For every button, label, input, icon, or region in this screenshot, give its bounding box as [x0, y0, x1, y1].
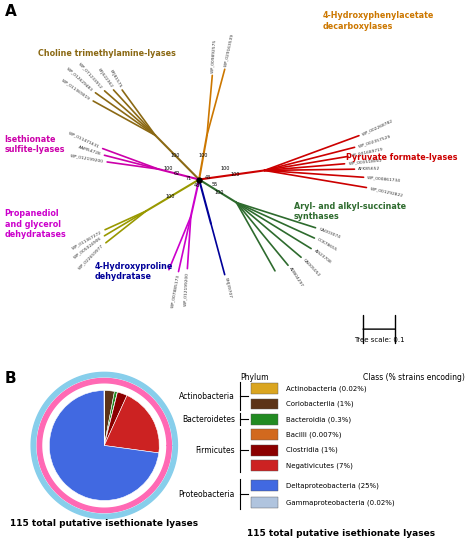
Text: CAO03074: CAO03074	[319, 227, 341, 239]
Text: Aryl- and alkyl-succinate
synthases: Aryl- and alkyl-succinate synthases	[294, 202, 406, 221]
Text: WP_012629483: WP_012629483	[66, 67, 94, 92]
Text: Actinobacteria: Actinobacteria	[179, 392, 235, 401]
Text: WP_029163539: WP_029163539	[224, 32, 235, 67]
Text: WP_001292822: WP_001292822	[370, 186, 404, 197]
Text: 100: 100	[170, 153, 180, 158]
Text: EFJ622362: EFJ622362	[96, 68, 113, 89]
Text: Phylum: Phylum	[240, 373, 269, 382]
Text: 100: 100	[215, 190, 224, 195]
Text: WP_003518002: WP_003518002	[348, 158, 383, 166]
Text: WP_011369019: WP_011369019	[61, 78, 91, 101]
Text: 100: 100	[199, 152, 208, 158]
Text: WP_009892575: WP_009892575	[210, 38, 217, 73]
Text: Gammaproteobacteria (0.02%): Gammaproteobacteria (0.02%)	[285, 499, 394, 506]
Text: A: A	[5, 4, 17, 19]
Text: 48: 48	[193, 183, 200, 188]
Text: AIS23708: AIS23708	[313, 249, 332, 265]
Text: Tree scale: 0.1: Tree scale: 0.1	[354, 337, 404, 343]
Text: WP_007885173: WP_007885173	[170, 274, 180, 309]
Text: 100: 100	[230, 172, 240, 177]
Text: Propanediol
and glycerol
dehydratases: Propanediol and glycerol dehydratases	[5, 210, 66, 239]
Text: 100: 100	[164, 166, 173, 171]
Polygon shape	[37, 378, 172, 513]
Text: 4-Hydroxyphenylacetate
decarboxylases: 4-Hydroxyphenylacetate decarboxylases	[322, 11, 434, 31]
Text: WP_002268782: WP_002268782	[362, 118, 394, 136]
Text: 115 total putative isethionate lyases: 115 total putative isethionate lyases	[247, 529, 435, 538]
Text: 4-Hydroxyproline
dehydratase: 4-Hydroxyproline dehydratase	[95, 262, 173, 281]
Text: 62: 62	[173, 171, 180, 177]
Text: EHJ39707: EHJ39707	[224, 277, 232, 299]
Text: 55: 55	[211, 182, 218, 186]
Text: WP_000861734: WP_000861734	[367, 175, 401, 183]
Text: Actinobacteria (0.02%): Actinobacteria (0.02%)	[285, 385, 366, 392]
Text: WP_002357529: WP_002357529	[357, 134, 392, 149]
Text: 43: 43	[204, 175, 211, 180]
Text: CCK78655: CCK78655	[317, 238, 338, 252]
Text: 100: 100	[220, 166, 230, 171]
Polygon shape	[31, 372, 177, 519]
Text: WP_022659977: WP_022659977	[78, 244, 105, 271]
Wedge shape	[104, 392, 127, 446]
Wedge shape	[104, 392, 118, 446]
Text: Bacilli (0.007%): Bacilli (0.007%)	[285, 431, 341, 438]
Wedge shape	[104, 395, 159, 453]
Text: WP_071233912: WP_071233912	[78, 62, 103, 90]
Text: 71: 71	[185, 176, 192, 182]
Text: Firmicutes: Firmicutes	[195, 446, 235, 455]
Text: Bacteroidia (0.3%): Bacteroidia (0.3%)	[285, 416, 351, 422]
Text: 115 total putative isethionate lyases: 115 total putative isethionate lyases	[10, 519, 198, 528]
Text: Class (% strains encoding): Class (% strains encoding)	[363, 373, 465, 382]
Text: B: B	[5, 371, 17, 386]
Text: Pyruvate formate-lyases: Pyruvate formate-lyases	[346, 153, 457, 162]
FancyBboxPatch shape	[251, 460, 278, 471]
Wedge shape	[49, 390, 159, 501]
Text: Choline trimethylamine-lyases: Choline trimethylamine-lyases	[38, 48, 176, 58]
Text: 100: 100	[165, 194, 174, 199]
FancyBboxPatch shape	[251, 399, 278, 409]
Wedge shape	[104, 392, 118, 446]
FancyBboxPatch shape	[251, 480, 278, 491]
FancyBboxPatch shape	[251, 445, 278, 455]
FancyBboxPatch shape	[251, 497, 278, 508]
Text: XP_001689719: XP_001689719	[351, 147, 384, 158]
Text: WP_012199200: WP_012199200	[70, 153, 104, 163]
Text: WP_011471631: WP_011471631	[68, 131, 100, 149]
Text: Clostridia (1%): Clostridia (1%)	[285, 447, 337, 453]
FancyBboxPatch shape	[251, 414, 278, 425]
Text: ADB04297: ADB04297	[289, 267, 304, 288]
FancyBboxPatch shape	[251, 383, 278, 394]
Text: WP_005024906: WP_005024906	[73, 236, 102, 260]
Text: CAO05052: CAO05052	[302, 258, 321, 278]
Wedge shape	[104, 390, 115, 446]
Text: WP_012199200: WP_012199200	[183, 272, 189, 306]
Text: Bacteroidetes: Bacteroidetes	[182, 415, 235, 424]
Text: AFK85652: AFK85652	[358, 167, 381, 171]
Text: Deltaproteobacteria (25%): Deltaproteobacteria (25%)	[285, 482, 378, 489]
Text: Negativicutes (7%): Negativicutes (7%)	[285, 462, 352, 469]
Text: Coriobacteriia (1%): Coriobacteriia (1%)	[285, 400, 353, 407]
Text: Proteobacteria: Proteobacteria	[179, 490, 235, 498]
Text: EFJ81575: EFJ81575	[108, 69, 122, 89]
Text: WP_011367272: WP_011367272	[71, 229, 103, 250]
FancyBboxPatch shape	[251, 430, 278, 440]
Text: Isethionate
sulfite-lyases: Isethionate sulfite-lyases	[5, 135, 65, 154]
Text: AAM54728: AAM54728	[78, 145, 101, 156]
